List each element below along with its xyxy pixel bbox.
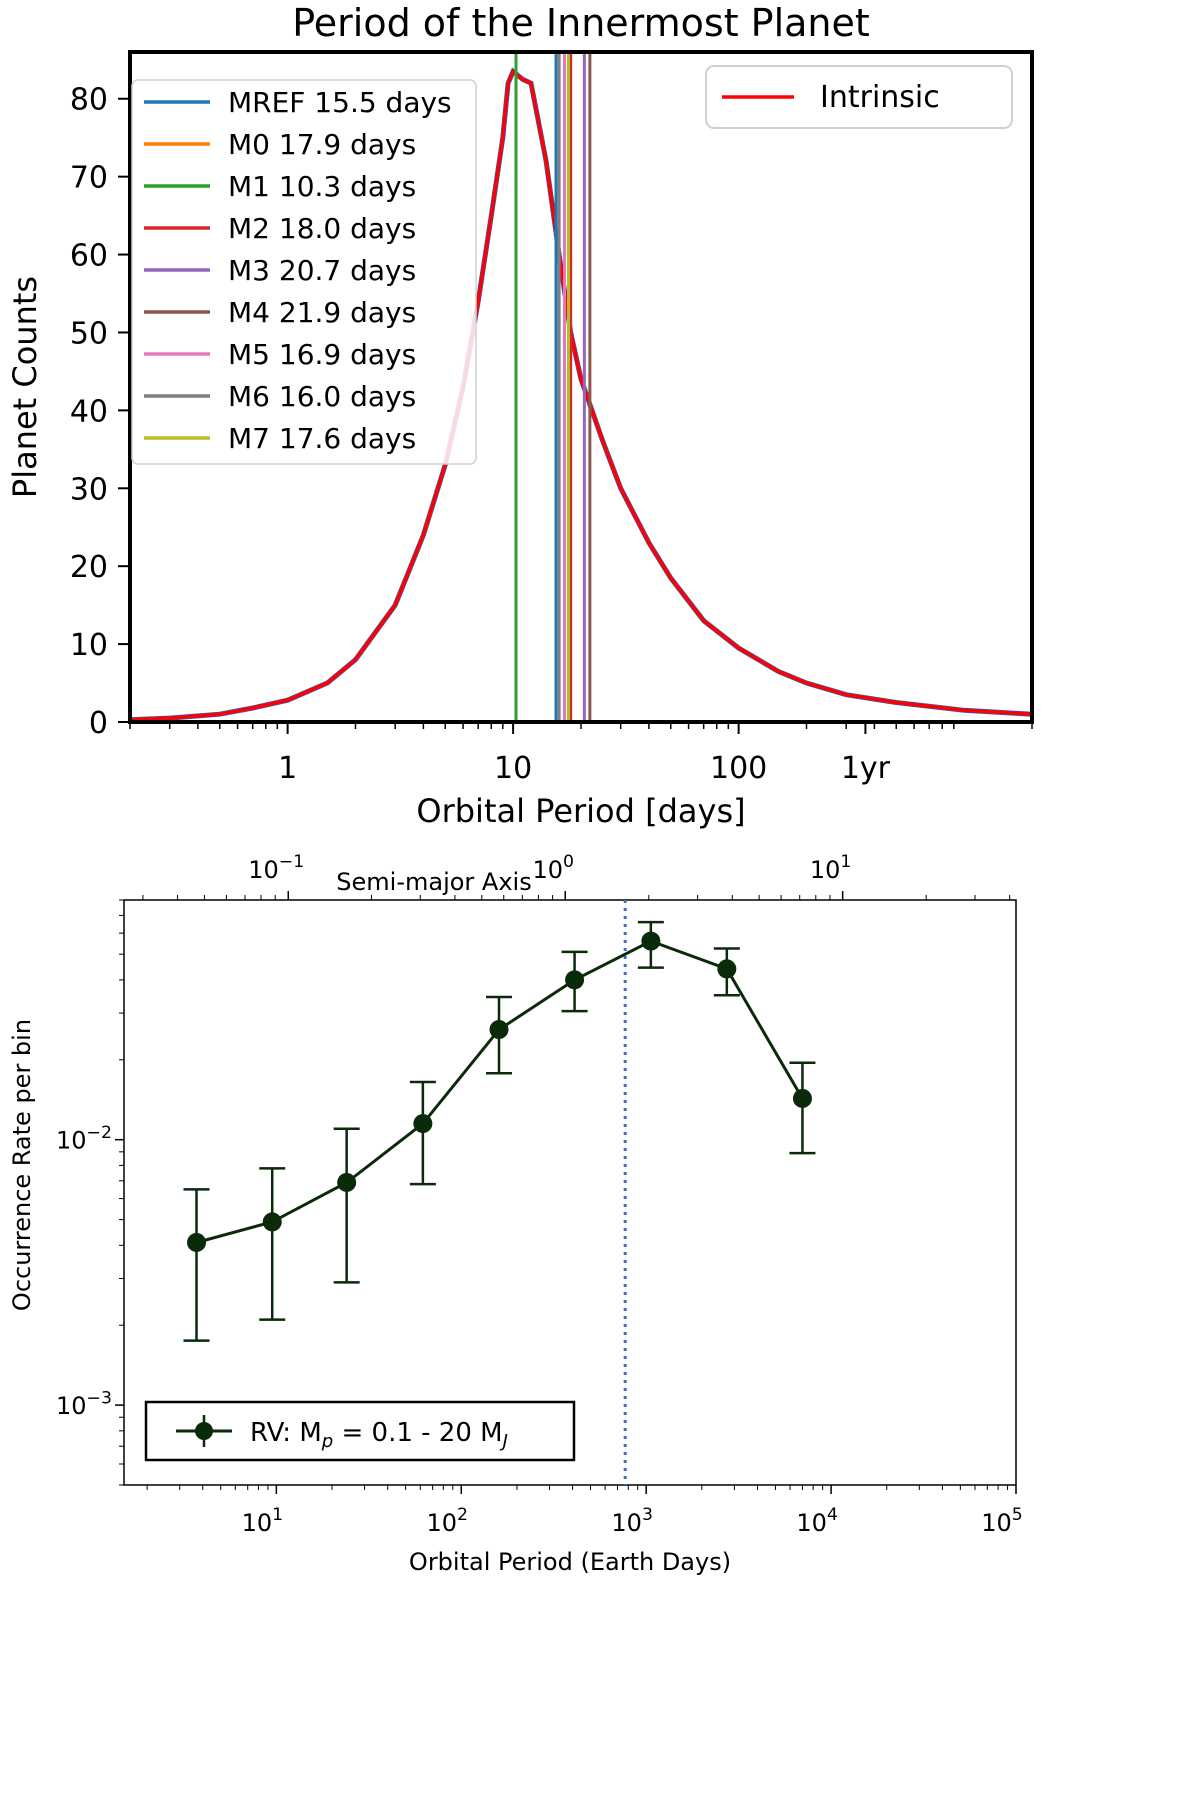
- chart1-y-tick-label: 20: [70, 550, 108, 585]
- legend-label: M1 10.3 days: [228, 170, 416, 203]
- intrinsic-point: [737, 647, 740, 649]
- intrinsic-point: [521, 78, 524, 81]
- chart2-x-tick-label: 103: [611, 1505, 653, 1537]
- chart1-y-tick-label: 10: [70, 628, 108, 663]
- intrinsic-point: [619, 487, 622, 490]
- intrinsic-point: [963, 709, 965, 712]
- legend-label: M3 20.7 days: [228, 254, 416, 287]
- chart2-top-axis-label: Semi-major Axis: [336, 868, 531, 896]
- chart1-x-tick-label: 10: [494, 751, 532, 786]
- intrinsic-point: [845, 693, 848, 696]
- intrinsic-point: [218, 713, 221, 716]
- chart1-x-tick-label: 100: [710, 751, 767, 786]
- rv-errorbar: [183, 1188, 210, 1342]
- intrinsic-point: [669, 577, 672, 579]
- chart2-x-tick-label: 102: [426, 1505, 468, 1537]
- chart1-y-tick-label: 0: [89, 706, 108, 741]
- legend-label: MREF 15.5 days: [228, 86, 452, 119]
- chart1-y-tick-label: 80: [70, 83, 108, 118]
- intrinsic-point: [251, 707, 254, 709]
- legend-label: M6 16.0 days: [228, 380, 416, 413]
- legend-label: M7 17.6 days: [228, 422, 416, 455]
- rv-data-point: [489, 1020, 509, 1040]
- rv-data-point: [262, 1212, 282, 1232]
- intrinsic-point: [580, 378, 582, 381]
- chart1-x-axis-label: Orbital Period [days]: [416, 792, 745, 830]
- rv-data-point: [187, 1232, 207, 1252]
- legend-label: RV: Mp = 0.1 - 20 MJ: [250, 1418, 508, 1452]
- rv-data-point: [337, 1172, 357, 1192]
- chart2-legend: RV: Mp = 0.1 - 20 MJ: [144, 1400, 576, 1462]
- chart2-x-axis-label: Orbital Period (Earth Days): [409, 1548, 731, 1576]
- legend-box: [131, 79, 477, 465]
- chart1-frame: [128, 50, 1034, 724]
- chart1-x-tick-label: 1yr: [841, 751, 891, 786]
- legend-label: M5 16.9 days: [228, 338, 416, 371]
- chart1-y-tick-label: 70: [70, 161, 108, 196]
- chart2-top-tick-label: 101: [810, 852, 852, 884]
- chart1-title: Period of the Innermost Planet: [292, 1, 870, 45]
- legend-label: M2 18.0 days: [228, 212, 416, 245]
- chart2-x-tick-label: 101: [242, 1505, 284, 1537]
- intrinsic-point: [702, 619, 705, 622]
- rv-data-point: [717, 959, 737, 979]
- intrinsic-point: [602, 440, 604, 443]
- intrinsic-point: [512, 70, 514, 73]
- legend-box: [705, 65, 1013, 129]
- rv-data-point: [565, 970, 585, 990]
- rv-errorbar: [259, 1167, 286, 1321]
- rv-data-point: [792, 1088, 812, 1108]
- intrinsic-point: [354, 658, 357, 661]
- chart2-y-tick-label: 10−3: [56, 1388, 112, 1420]
- chart1-y-tick-label: 60: [70, 239, 108, 274]
- chart2-y-tick-label: 10−2: [56, 1123, 112, 1155]
- chart2-top-tick-label: 10−1: [248, 852, 304, 884]
- intrinsic-point: [286, 699, 289, 701]
- occurrence-rate-chart: 101 102 103 104 105 10−3 10−2 10−1 100 101 Semi-ma…: [8, 852, 1023, 1576]
- chart1-vline-legend: MREF 15.5 days M0 17.9 days M1 10.3 days M2…: [131, 79, 477, 465]
- chart2-minor-ticks: [119, 895, 1011, 1490]
- rv-data-point: [413, 1114, 433, 1134]
- rv-data-point: [641, 931, 661, 951]
- intrinsic-point: [648, 542, 650, 544]
- intrinsic-point: [394, 604, 397, 606]
- intrinsic-point: [422, 534, 425, 536]
- chart1-series-legend: Intrinsic: [705, 65, 1013, 129]
- chart2-y-axis-label: Occurrence Rate per bin: [8, 1019, 36, 1311]
- intrinsic-point: [507, 82, 509, 84]
- legend-swatch-marker: [195, 1422, 213, 1440]
- intrinsic-point: [777, 670, 780, 673]
- legend-label: Intrinsic: [820, 80, 940, 115]
- rv-errorbar: [333, 1127, 360, 1284]
- intrinsic-point: [168, 717, 171, 719]
- chart1-y-tick-label: 40: [70, 394, 108, 429]
- intrinsic-curve: [129, 68, 1033, 722]
- legend-label: M4 21.9 days: [228, 296, 416, 329]
- chart1-y-axis-label: Planet Counts: [6, 276, 44, 498]
- intrinsic-point: [805, 682, 808, 684]
- chart1-x-tick-label: 1: [278, 751, 297, 786]
- intrinsic-point: [545, 160, 547, 162]
- intrinsic-point: [477, 300, 479, 303]
- intrinsic-point: [530, 82, 532, 84]
- chart2-top-tick-label: 100: [532, 852, 574, 884]
- innermost-period-chart: Period of the Innermost Planet 1 10 100 1yr 0…: [6, 1, 1034, 830]
- intrinsic-point: [326, 682, 329, 684]
- chart2-x-tick-label: 105: [981, 1505, 1023, 1537]
- legend-label: M0 17.9 days: [228, 128, 416, 161]
- chart1-y-tick-label: 50: [70, 316, 108, 351]
- chart2-x-tick-label: 104: [796, 1505, 838, 1537]
- chart1-y-tick-label: 30: [70, 472, 108, 507]
- intrinsic-point: [501, 136, 504, 139]
- intrinsic-point: [490, 214, 493, 217]
- intrinsic-point: [895, 701, 898, 704]
